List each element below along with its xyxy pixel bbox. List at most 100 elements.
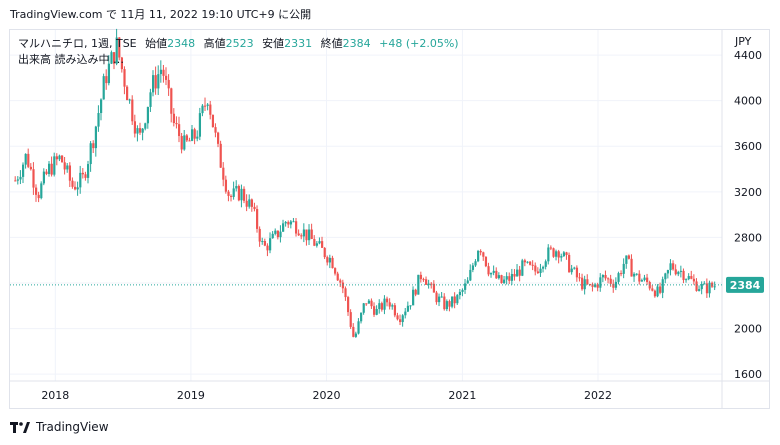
candle-body bbox=[440, 296, 443, 298]
candle-body bbox=[16, 179, 20, 181]
candle-body bbox=[419, 274, 423, 280]
candle-body bbox=[565, 252, 568, 255]
candle-body bbox=[495, 270, 498, 279]
candle-body bbox=[625, 255, 628, 264]
candle-body bbox=[66, 165, 69, 170]
candle-body bbox=[37, 194, 40, 199]
legend-open-value: 2348 bbox=[167, 37, 196, 50]
candle-body bbox=[157, 74, 160, 89]
candle-body bbox=[318, 241, 321, 244]
candle-body bbox=[705, 283, 709, 294]
candle-body bbox=[633, 273, 636, 277]
candle-body bbox=[159, 69, 163, 75]
currency-label: JPY bbox=[735, 35, 752, 48]
candle-body bbox=[115, 37, 118, 64]
candle-body bbox=[492, 270, 495, 273]
candle-body bbox=[334, 268, 337, 274]
legend-high-label: 高値 bbox=[203, 37, 226, 50]
candle-body bbox=[230, 195, 233, 197]
candle-body bbox=[126, 86, 129, 101]
candle-body bbox=[669, 263, 672, 271]
chart-frame bbox=[9, 29, 770, 409]
candle-body bbox=[328, 257, 332, 263]
candle-body bbox=[105, 76, 108, 84]
candle-body bbox=[443, 296, 446, 310]
candle-body bbox=[258, 228, 261, 242]
publish-caption: TradingView.com で 11月 11, 2022 19:10 UTC… bbox=[10, 8, 312, 21]
candle-body bbox=[245, 200, 248, 207]
x-tick-label: 2022 bbox=[584, 389, 612, 402]
candle-body bbox=[438, 296, 441, 303]
y-tick-label: 3200 bbox=[734, 186, 762, 199]
candle-body bbox=[396, 315, 399, 320]
ohlc-legend: マルハニチロ, 1週, TSE 始値2348 高値2523 安値2331 終値2… bbox=[18, 35, 459, 51]
candle-body bbox=[32, 169, 35, 188]
candle-body bbox=[432, 283, 436, 293]
candle-body bbox=[599, 277, 602, 288]
candle-body bbox=[79, 172, 82, 188]
candle-body bbox=[370, 300, 373, 307]
candle-body bbox=[68, 165, 72, 181]
candle-body bbox=[516, 269, 519, 277]
candle-body bbox=[341, 282, 345, 289]
candle-body bbox=[35, 187, 38, 195]
candle-body bbox=[170, 88, 173, 114]
candle-body bbox=[162, 69, 165, 76]
candle-body bbox=[365, 303, 368, 305]
y-tick-label: 1600 bbox=[734, 368, 762, 381]
candle-body bbox=[133, 121, 137, 134]
candle-body bbox=[391, 305, 394, 307]
candle-body bbox=[191, 129, 194, 141]
candle-body bbox=[466, 280, 469, 284]
candle-body bbox=[656, 286, 659, 297]
candle-body bbox=[630, 258, 633, 277]
candle-body bbox=[118, 37, 121, 58]
footer-branding[interactable]: TradingView bbox=[10, 420, 109, 434]
candle-body bbox=[352, 326, 355, 337]
candle-body bbox=[690, 276, 693, 279]
candle-body bbox=[107, 63, 111, 84]
candle-body bbox=[586, 279, 589, 285]
candle-body bbox=[635, 273, 638, 275]
candle-body bbox=[196, 136, 199, 139]
candle-body bbox=[531, 264, 534, 266]
candle-body bbox=[386, 298, 389, 303]
candle-body bbox=[380, 303, 384, 310]
candle-body bbox=[211, 114, 215, 128]
candle-body bbox=[227, 191, 230, 196]
candle-body bbox=[354, 333, 358, 337]
candle-body bbox=[451, 296, 454, 307]
candle-body bbox=[412, 289, 415, 306]
candle-body bbox=[326, 257, 329, 263]
candle-body bbox=[297, 233, 300, 236]
legend-open-label: 始値 bbox=[145, 37, 168, 50]
legend-low-value: 2331 bbox=[284, 37, 313, 50]
candle-body bbox=[14, 180, 17, 182]
candle-body bbox=[175, 123, 178, 125]
candle-body bbox=[401, 315, 404, 323]
candle-body bbox=[614, 281, 618, 288]
candle-body bbox=[263, 241, 267, 246]
candle-body bbox=[188, 140, 191, 142]
candle-body bbox=[339, 280, 342, 283]
candle-body bbox=[414, 289, 417, 295]
candle-body bbox=[321, 241, 324, 248]
y-tick-label: 4400 bbox=[734, 49, 762, 62]
candle-body bbox=[45, 171, 48, 174]
candle-body bbox=[560, 256, 563, 258]
candle-body bbox=[50, 163, 53, 175]
y-tick-label: 3600 bbox=[734, 140, 762, 153]
candle-body bbox=[183, 135, 186, 150]
candle-body bbox=[448, 301, 451, 307]
candle-body bbox=[640, 280, 644, 282]
candle-body bbox=[479, 250, 482, 253]
candle-body bbox=[40, 183, 43, 199]
candle-body bbox=[679, 270, 683, 272]
candle-body bbox=[22, 164, 25, 177]
candle-body bbox=[240, 188, 243, 201]
candle-body bbox=[243, 188, 246, 201]
candle-body bbox=[284, 222, 287, 224]
candle-body bbox=[708, 282, 711, 294]
candle-body bbox=[139, 128, 142, 133]
